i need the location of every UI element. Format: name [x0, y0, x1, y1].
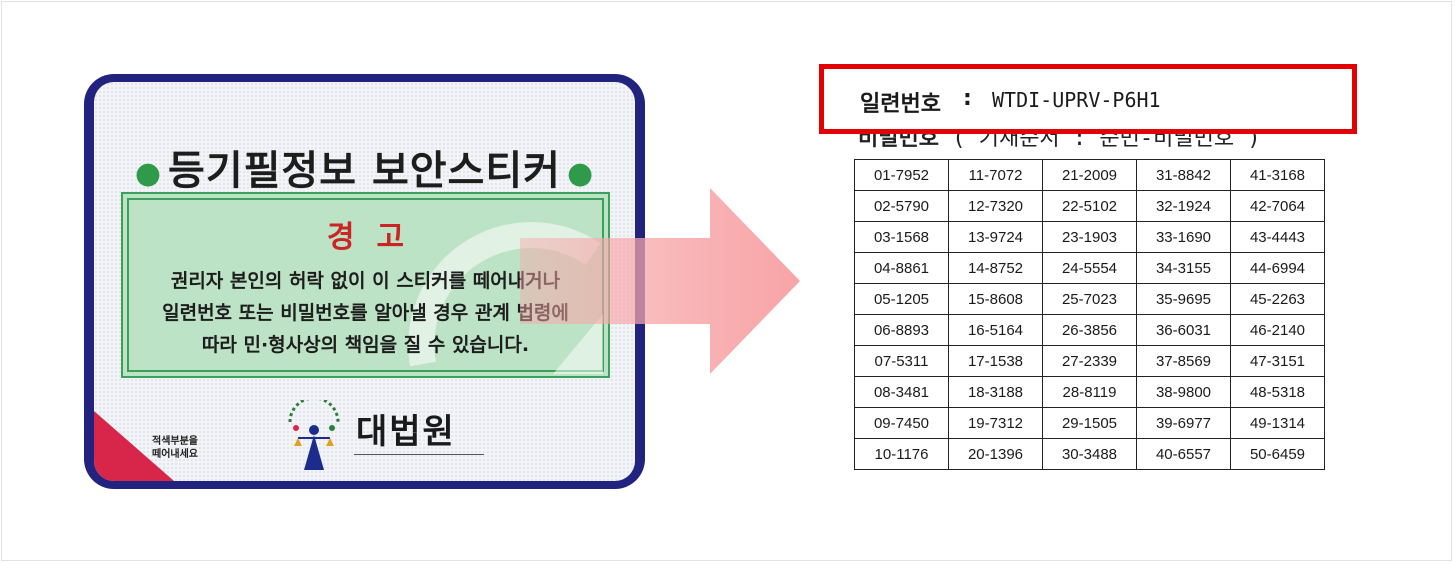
table-cell: 09-7450	[854, 407, 949, 439]
table-cell: 40-6557	[1136, 438, 1231, 470]
bullet-icon: ●	[134, 155, 163, 191]
table-cell: 50-6459	[1230, 438, 1325, 470]
table-row: 02-5790 12-7320 22-5102 32-1924 42-7064	[854, 190, 1325, 222]
table-cell: 48-5318	[1230, 376, 1325, 408]
right-arrow-icon	[520, 188, 800, 374]
table-row: 03-1568 13-9724 23-1903 33-1690 43-4443	[854, 221, 1325, 253]
table-cell: 41-3168	[1230, 159, 1325, 191]
table-cell: 23-1903	[1042, 221, 1137, 253]
table-cell: 47-3151	[1230, 345, 1325, 377]
table-cell: 21-2009	[1042, 159, 1137, 191]
table-cell: 10-1176	[854, 438, 949, 470]
table-row: 09-7450 19-7312 29-1505 39-6977 49-1314	[854, 407, 1325, 439]
red-peel-corner	[94, 411, 174, 481]
serial-number-colon: :	[963, 86, 972, 111]
table-cell: 24-5554	[1042, 252, 1137, 284]
supreme-court-logo-icon	[288, 400, 340, 470]
serial-number-value: WTDI-UPRV-P6H1	[992, 88, 1161, 112]
serial-number-highlight: 일련번호 : WTDI-UPRV-P6H1	[819, 64, 1357, 134]
table-cell: 08-3481	[854, 376, 949, 408]
sticker-title-row: ● 등기필정보 보안스티커 ●	[94, 138, 635, 196]
warning-line-1: 권리자 본인의 허락 없이 이 스티커를 떼어내거나	[170, 270, 561, 292]
warning-line-2: 일련번호 또는 비밀번호를 알아낼 경우 관계 법령에	[162, 302, 569, 324]
table-cell: 03-1568	[854, 221, 949, 253]
table-cell: 19-7312	[948, 407, 1043, 439]
table-cell: 13-9724	[948, 221, 1043, 253]
table-cell: 42-7064	[1230, 190, 1325, 222]
table-cell: 35-9695	[1136, 283, 1231, 315]
table-cell: 36-6031	[1136, 314, 1231, 346]
table-cell: 04-8861	[854, 252, 949, 284]
table-row: 07-5311 17-1538 27-2339 37-8569 47-3151	[854, 345, 1325, 377]
password-table: 01-7952 11-7072 21-2009 31-8842 41-3168 02-57…	[854, 159, 1325, 470]
table-cell: 17-1538	[948, 345, 1043, 377]
table-cell: 16-5164	[948, 314, 1043, 346]
table-cell: 32-1924	[1136, 190, 1231, 222]
court-subtitle-line	[354, 454, 484, 458]
table-cell: 28-8119	[1042, 376, 1137, 408]
table-row: 04-8861 14-8752 24-5554 34-3155 44-6994	[854, 252, 1325, 284]
peel-instruction-line-2: 떼어내세요	[152, 449, 198, 460]
warning-title: 경고	[326, 220, 427, 255]
bullet-icon: ●	[566, 155, 595, 191]
table-row: 05-1205 15-8608 25-7023 35-9695 45-2263	[854, 283, 1325, 315]
table-cell: 12-7320	[948, 190, 1043, 222]
table-cell: 43-4443	[1230, 221, 1325, 253]
table-cell: 07-5311	[854, 345, 949, 377]
table-cell: 31-8842	[1136, 159, 1231, 191]
table-row: 06-8893 16-5164 26-3856 36-6031 46-2140	[854, 314, 1325, 346]
table-cell: 44-6994	[1230, 252, 1325, 284]
court-name: 대법원	[356, 412, 456, 452]
table-row: 08-3481 18-3188 28-8119 38-9800 48-5318	[854, 376, 1325, 408]
table-cell: 27-2339	[1042, 345, 1137, 377]
table-cell: 01-7952	[854, 159, 949, 191]
table-row: 10-1176 20-1396 30-3488 40-6557 50-6459	[854, 438, 1325, 470]
serial-number-label: 일련번호	[860, 92, 941, 117]
warning-line-3: 따라 민·형사상의 책임을 질 수 있습니다.	[201, 334, 530, 356]
table-cell: 15-8608	[948, 283, 1043, 315]
table-cell: 05-1205	[854, 283, 949, 315]
table-cell: 22-5102	[1042, 190, 1137, 222]
table-cell: 38-9800	[1136, 376, 1231, 408]
peel-instruction-line-1: 적색부분을	[152, 436, 198, 447]
table-cell: 11-7072	[948, 159, 1043, 191]
table-cell: 34-3155	[1136, 252, 1231, 284]
sticker-title: 등기필정보 보안스티커	[168, 148, 561, 194]
table-cell: 39-6977	[1136, 407, 1231, 439]
table-cell: 46-2140	[1230, 314, 1325, 346]
table-cell: 26-3856	[1042, 314, 1137, 346]
table-cell: 33-1690	[1136, 221, 1231, 253]
table-cell: 20-1396	[948, 438, 1043, 470]
table-cell: 49-1314	[1230, 407, 1325, 439]
table-cell: 02-5790	[854, 190, 949, 222]
table-cell: 25-7023	[1042, 283, 1137, 315]
table-cell: 30-3488	[1042, 438, 1137, 470]
table-cell: 29-1505	[1042, 407, 1137, 439]
table-cell: 37-8569	[1136, 345, 1231, 377]
table-row: 01-7952 11-7072 21-2009 31-8842 41-3168	[854, 159, 1325, 191]
peel-instruction: 적색부분을 떼어내세요	[152, 435, 198, 461]
table-cell: 18-3188	[948, 376, 1043, 408]
table-cell: 14-8752	[948, 252, 1043, 284]
table-cell: 45-2263	[1230, 283, 1325, 315]
table-cell: 06-8893	[854, 314, 949, 346]
